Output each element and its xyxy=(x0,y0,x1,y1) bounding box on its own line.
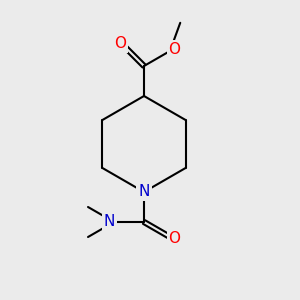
Text: O: O xyxy=(169,42,181,57)
Text: O: O xyxy=(114,36,126,51)
Text: N: N xyxy=(104,214,115,230)
Text: O: O xyxy=(169,231,181,246)
Text: N: N xyxy=(138,184,150,200)
